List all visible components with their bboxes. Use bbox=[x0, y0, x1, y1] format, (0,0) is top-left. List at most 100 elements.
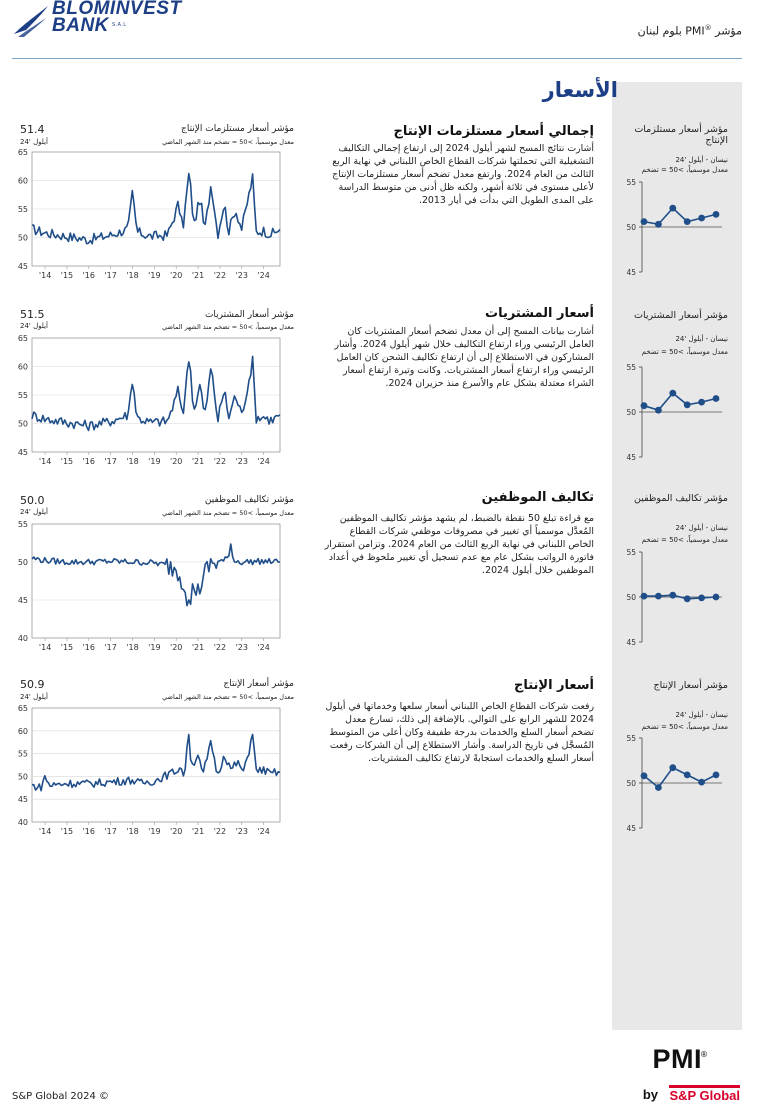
series-line bbox=[31, 355, 281, 432]
y-tick-label: 50 bbox=[18, 558, 28, 567]
series-line bbox=[32, 733, 281, 792]
x-tick-label: '14 bbox=[39, 457, 51, 466]
side-chart-title: مؤشر أسعار الإنتاج bbox=[653, 680, 729, 691]
side-chart-period: نيسان - أيلول '24 bbox=[675, 156, 728, 164]
block-body: أشارت نتائج المسح لشهر أيلول 2024 إلى ار… bbox=[332, 143, 594, 206]
x-tick-label: '16 bbox=[83, 643, 95, 652]
chart-latest-month: أيلول '24 bbox=[20, 693, 48, 701]
chart-latest-month: أيلول '24 bbox=[20, 508, 48, 516]
x-tick-label: '20 bbox=[170, 827, 182, 836]
data-point bbox=[698, 594, 705, 602]
data-point bbox=[640, 402, 648, 410]
x-tick-label: '14 bbox=[39, 271, 51, 280]
chart-latest-value: 50.9 bbox=[20, 678, 45, 691]
side-mini-chart: 45 50 55 bbox=[626, 734, 722, 833]
data-point bbox=[640, 772, 648, 780]
footer-copyright: S&P Global 2024 © bbox=[12, 1091, 110, 1102]
block-heading: أسعار المشتريات bbox=[485, 306, 594, 321]
header-divider bbox=[12, 58, 742, 59]
x-tick-label: '16 bbox=[83, 457, 95, 466]
data-point bbox=[640, 218, 648, 225]
chart-note: معدل موسمياً، >50 = تضخم منذ الشهر الماض… bbox=[162, 693, 294, 701]
side-chart-title: مؤشر تكاليف الموظفين bbox=[633, 493, 728, 504]
side-chart-note: معدل موسمياً، >50 = تضخم bbox=[641, 536, 728, 544]
logo-sal: S.A.L bbox=[111, 22, 127, 29]
chart-label: مؤشر تكاليف الموظفين bbox=[204, 495, 294, 505]
y-tick-label: 45 bbox=[18, 262, 28, 271]
chart-label: مؤشر أسعار المشتريات bbox=[204, 310, 294, 320]
x-tick-label: '21 bbox=[192, 827, 204, 836]
x-tick-label: '18 bbox=[126, 457, 138, 466]
x-tick-label: '14 bbox=[39, 643, 51, 652]
x-tick-label: '14 bbox=[39, 827, 51, 836]
data-point bbox=[655, 592, 662, 600]
x-tick-label: '17 bbox=[104, 271, 116, 280]
y-tick-label: 50 bbox=[18, 772, 28, 781]
side-panel: مؤشر أسعار مستلزمات الإنتاج نيسان - أيلو… bbox=[612, 82, 742, 1030]
y-tick-label: 40 bbox=[18, 634, 28, 643]
side-chart-period: نيسان - أيلول '24 bbox=[675, 335, 728, 343]
side-chart-note: معدل موسمياً، >50 = تضخم bbox=[641, 166, 728, 174]
block-heading: إجمالي أسعار مستلزمات الإنتاج bbox=[393, 124, 594, 139]
chart-note: معدل موسمياً، >50 = تضخم منذ الشهر الماض… bbox=[162, 509, 294, 517]
x-tick-label: '15 bbox=[61, 271, 73, 280]
data-point bbox=[669, 204, 677, 212]
staff-costs-chart: 40 45 50 55 '14 '15 '16 '17 '18 '19 '20 '21 '22 '23 '2… bbox=[18, 520, 281, 652]
y-tick-label: 45 bbox=[18, 448, 28, 457]
y-tick-label: 55 bbox=[626, 734, 636, 743]
data-point bbox=[698, 778, 705, 786]
y-tick-label: 45 bbox=[18, 596, 28, 605]
block-body: رفعت شركات القطاع الخاص اللبناني أسعار س… bbox=[325, 701, 594, 764]
side-mini-chart: 45 50 55 bbox=[626, 548, 722, 647]
side-chart-note: معدل موسمياً، >50 = تضخم bbox=[641, 348, 728, 356]
blominvest-bird-logo-icon bbox=[14, 6, 48, 37]
series-line bbox=[643, 391, 717, 412]
side-mini-chart: 45 50 55 bbox=[626, 363, 722, 462]
data-point bbox=[698, 398, 705, 406]
y-tick-label: 45 bbox=[626, 268, 636, 277]
data-point bbox=[669, 591, 677, 599]
pmi-registered-mark: ® bbox=[700, 1050, 708, 1059]
side-chart-period: نيسان - أيلول '24 bbox=[675, 524, 728, 532]
data-point bbox=[669, 389, 677, 397]
x-tick-label: '23 bbox=[236, 271, 248, 280]
data-point bbox=[712, 211, 720, 218]
x-tick-label: '24 bbox=[257, 457, 269, 466]
y-tick-label: 55 bbox=[626, 548, 636, 557]
chart-latest-value: 51.4 bbox=[20, 123, 45, 136]
chart-latest-month: أيلول '24 bbox=[20, 322, 48, 330]
side-mini-chart: 45 50 55 bbox=[626, 178, 722, 277]
x-tick-label: '17 bbox=[104, 827, 116, 836]
chart-frame bbox=[31, 707, 281, 823]
data-point bbox=[683, 218, 691, 225]
x-tick-label: '20 bbox=[170, 271, 182, 280]
series-line bbox=[643, 766, 717, 789]
x-tick-label: '19 bbox=[148, 827, 160, 836]
x-tick-label: '22 bbox=[214, 457, 226, 466]
y-tick-label: 50 bbox=[18, 420, 28, 429]
block-body: مع قراءة تبلغ 50 نقطة بالضبط، لم يشهد مؤ… bbox=[324, 513, 594, 576]
y-tick-label: 55 bbox=[18, 520, 28, 529]
data-point bbox=[712, 771, 720, 779]
x-tick-label: '23 bbox=[236, 643, 248, 652]
x-tick-label: '21 bbox=[192, 643, 204, 652]
y-tick-label: 45 bbox=[626, 453, 636, 462]
logo-line2: BANK bbox=[52, 15, 109, 36]
series-line bbox=[31, 172, 281, 245]
y-tick-label: 45 bbox=[626, 824, 636, 833]
y-tick-label: 50 bbox=[18, 234, 28, 243]
y-tick-label: 45 bbox=[626, 638, 636, 647]
x-tick-label: '22 bbox=[214, 271, 226, 280]
y-tick-label: 50 bbox=[626, 779, 636, 788]
y-tick-label: 65 bbox=[18, 148, 28, 157]
logo-line1: BLOMINVEST bbox=[52, 0, 182, 19]
x-tick-label: '24 bbox=[257, 271, 269, 280]
x-tick-label: '15 bbox=[61, 643, 73, 652]
blominvest-logo: BLOMINVEST BANK S.A.L bbox=[52, 0, 182, 36]
chart-latest-month: أيلول '24 bbox=[20, 138, 48, 146]
x-tick-label: '21 bbox=[192, 457, 204, 466]
x-tick-label: '17 bbox=[104, 643, 116, 652]
data-point bbox=[712, 395, 720, 402]
data-point bbox=[655, 406, 662, 414]
y-tick-label: 40 bbox=[18, 818, 28, 827]
